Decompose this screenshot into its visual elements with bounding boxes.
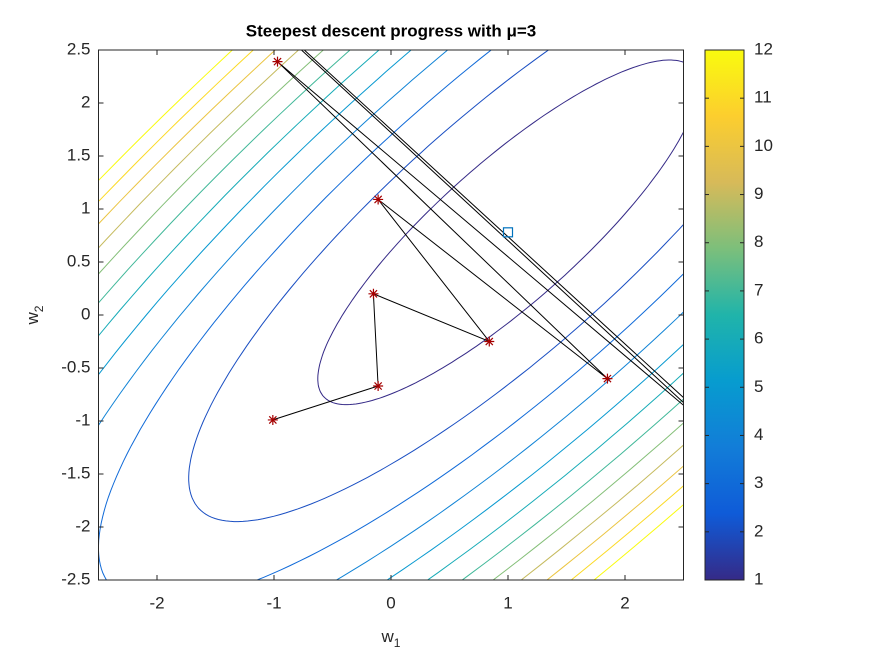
iterate-marker [272,56,283,67]
y-axis-label: w2 [23,305,46,325]
colorbar-tick-label: 7 [754,280,763,299]
y-tick-label: 2.5 [67,39,91,58]
x-label-base: w [381,627,395,646]
colorbar-tick-label: 12 [754,39,773,58]
y-tick-label: 1 [81,198,90,217]
x-tick-label: -2 [149,593,164,612]
iterate-marker [368,288,379,299]
y-tick-label: -0.5 [61,357,90,376]
y-tick-label: -2.5 [61,569,90,588]
y-tick-label: 0.5 [67,251,91,270]
colorbar-tick-label: 6 [754,329,763,348]
iterate-marker [267,414,278,425]
colorbar-tick-label: 10 [754,136,773,155]
iterate-marker [373,381,384,392]
contour-line [188,50,684,523]
x-tick-label: -1 [266,593,281,612]
iterate-marker [484,336,495,347]
y-tick-label: 0 [81,304,90,323]
x-tick-label: 1 [503,593,512,612]
colorbar-tick-label: 9 [754,184,763,203]
colorbar-tick-label: 5 [754,377,763,396]
colorbar [704,49,745,581]
y-label-sub: 2 [32,305,46,312]
y-tick-label: -1.5 [61,463,90,482]
iterate-marker [373,194,384,205]
x-tick-label: 0 [386,593,395,612]
colorbar-tick-label: 11 [754,88,772,107]
x-axis-label: w1 [381,627,401,650]
contour-line [317,59,684,406]
y-tick-label: -2 [75,516,90,535]
colorbar-tick-label: 1 [754,569,763,588]
chart-title: Steepest descent progress with μ=3 [246,21,537,40]
y-tick-label: -1 [75,410,90,429]
colorbar-tick-label: 3 [754,473,763,492]
y-tick-label: 2 [81,92,90,111]
x-tick-label: 2 [620,593,629,612]
y-tick-label: 1.5 [67,145,91,164]
x-label-sub: 1 [394,636,401,650]
iterate-marker [602,373,613,384]
colorbar-tick-label: 8 [754,232,763,251]
y-label-base: w [23,311,42,325]
colorbar-tick-label: 2 [754,521,763,540]
minimum-marker [502,227,514,238]
colorbar-tick-label: 4 [754,425,763,444]
